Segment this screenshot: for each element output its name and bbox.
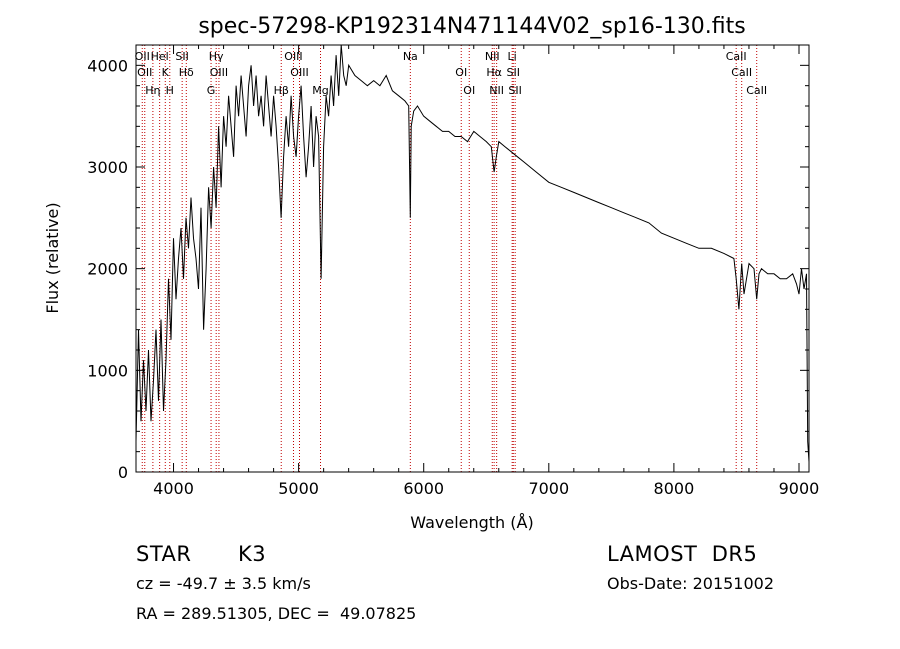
spectral-line-markers — [141, 45, 758, 472]
spectral-line-label: NII — [485, 50, 500, 63]
x-tick-label: 6000 — [403, 479, 444, 498]
y-tick-label: 1000 — [87, 361, 128, 380]
spectral-line-label: Hη — [145, 84, 160, 97]
spectral-line-label: CaII — [731, 66, 752, 79]
spectral-line-label: SII — [508, 84, 521, 97]
y-tick-label: 2000 — [87, 260, 128, 279]
x-tick-label: 9000 — [779, 479, 820, 498]
coordinates: RA = 289.51305, DEC = 49.07825 — [136, 604, 417, 623]
observation-date: Obs-Date: 20151002 — [607, 574, 775, 593]
spectral-line-label: OIII — [284, 50, 302, 63]
x-tick-label: 7000 — [528, 479, 569, 498]
spectrum-series-line — [135, 44, 810, 462]
spectral-line-label: SII — [507, 66, 520, 79]
spectral-line-label: Hel — [151, 50, 169, 63]
redshift-velocity: cz = -49.7 ± 3.5 km/s — [136, 574, 311, 593]
spectral-line-label: Na — [403, 50, 418, 63]
y-tick-label: 0 — [118, 463, 128, 482]
spectral-line-label: OII — [137, 66, 152, 79]
x-axis: 4000 5000 6000 7000 8000 9000 — [153, 45, 819, 498]
x-axis-label: Wavelength (Å) — [410, 513, 533, 532]
chart-title: spec-57298-KP192314N471144V02_sp16-130.f… — [198, 14, 745, 39]
spectral-line-label: OI — [463, 84, 475, 97]
spectral-line-label: Mg — [312, 84, 328, 97]
spectral-line-label: OII — [135, 50, 150, 63]
y-axis: 0 1000 2000 3000 4000 — [87, 56, 809, 482]
y-tick-label: 4000 — [87, 56, 128, 75]
spectral-line-label: Hδ — [179, 66, 194, 79]
object-type: STAR — [136, 542, 192, 566]
spectral-line-label: Li — [508, 50, 517, 63]
spectral-line-label: CaII — [726, 50, 747, 63]
plot-frame — [135, 44, 810, 473]
x-tick-label: 4000 — [153, 479, 194, 498]
x-tick-label: 8000 — [654, 479, 695, 498]
spectral-line-label: G — [207, 84, 216, 97]
spectral-line-label: OIII — [290, 66, 308, 79]
spectral-line-label: Hγ — [209, 50, 224, 63]
spectral-subclass: K3 — [238, 542, 267, 566]
spectral-line-label: H — [166, 84, 174, 97]
survey-name: LAMOST DR5 — [607, 542, 758, 566]
spectral-line-label: NII — [489, 84, 504, 97]
spectral-line-label: K — [162, 66, 170, 79]
spectral-line-label: OI — [455, 66, 467, 79]
spectral-line-label: SII — [175, 50, 188, 63]
x-tick-label: 5000 — [278, 479, 319, 498]
spectral-line-label: Hα — [486, 66, 502, 79]
spectral-line-labels: OIIOIIHηHelKHSIIHδGHγOIIIHβOIIIOIIIMgNaO… — [135, 50, 767, 97]
y-tick-label: 3000 — [87, 158, 128, 177]
y-axis-label: Flux (relative) — [43, 202, 62, 313]
spectral-line-label: CaII — [746, 84, 767, 97]
spectral-line-label: Hβ — [274, 84, 289, 97]
spectral-line-label: OIII — [210, 66, 228, 79]
